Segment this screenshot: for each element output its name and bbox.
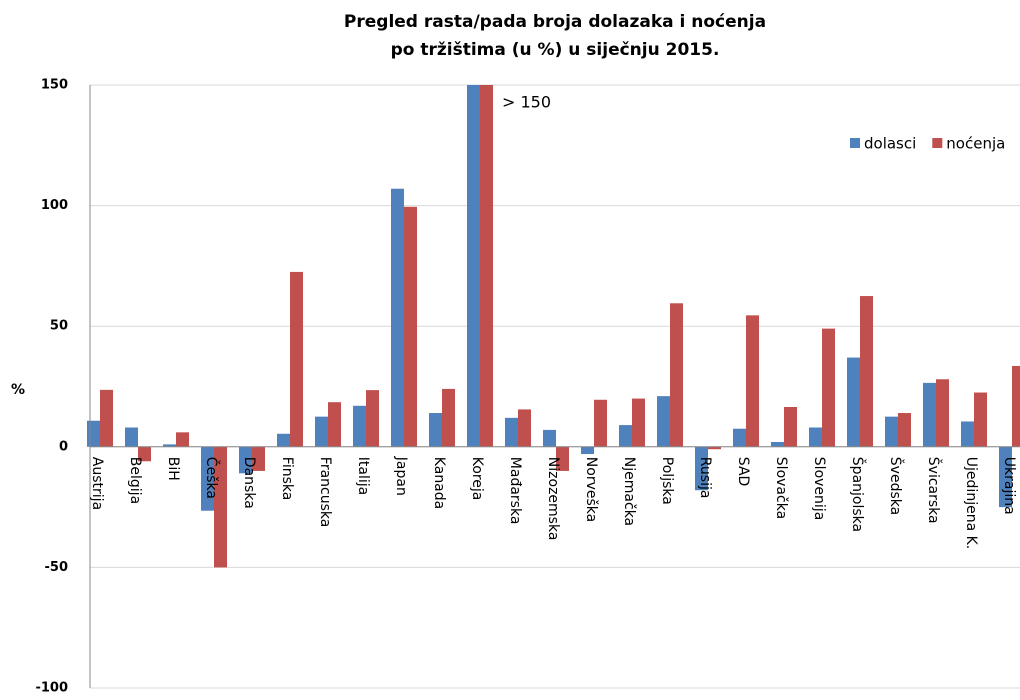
bar bbox=[505, 417, 518, 447]
bar bbox=[708, 446, 721, 450]
x-tick-label: Mađarska bbox=[507, 457, 523, 525]
x-tick-label: Slovenija bbox=[811, 457, 827, 520]
chart-title: po tržištima (u %) u siječnju 2015. bbox=[391, 40, 720, 60]
bar bbox=[391, 188, 404, 447]
bar bbox=[581, 446, 594, 455]
bar bbox=[467, 85, 480, 447]
bar bbox=[277, 433, 290, 447]
x-tick-label: Koreja bbox=[469, 457, 485, 501]
bar bbox=[822, 328, 835, 447]
bar bbox=[366, 390, 379, 447]
labels: 150 100 50 0 -50 -100 Austrija Belgija BiH Češka D… bbox=[35, 78, 1020, 696]
bar bbox=[201, 446, 214, 511]
x-tick-label: Slovačka bbox=[773, 457, 789, 519]
x-tick-label: Njemačka bbox=[621, 457, 637, 526]
bar bbox=[898, 413, 911, 447]
bar bbox=[480, 85, 493, 447]
bar bbox=[328, 402, 341, 447]
bar bbox=[556, 446, 569, 471]
y-tick-label: 100 bbox=[41, 198, 68, 213]
x-tick-label: Poljska bbox=[659, 457, 675, 505]
x-tick-label: Austrija bbox=[89, 457, 105, 510]
bar bbox=[214, 446, 227, 568]
x-tick-label: Belgija bbox=[127, 457, 143, 504]
y-tick-label: -50 bbox=[45, 560, 69, 575]
annotation: > 150 bbox=[502, 93, 551, 112]
bar bbox=[87, 420, 100, 447]
bar bbox=[974, 392, 987, 447]
legend-label: dolasci bbox=[864, 135, 916, 153]
x-tick-label: Švedska bbox=[887, 457, 905, 515]
chart-title: Pregled rasta/pada broja dolazaka i noće… bbox=[344, 12, 766, 32]
x-tick-label: Švicarska bbox=[925, 457, 943, 524]
bar bbox=[138, 446, 151, 462]
bar bbox=[594, 399, 607, 447]
bar bbox=[936, 379, 949, 447]
x-tick-label: Češka bbox=[203, 457, 221, 499]
bar bbox=[619, 425, 632, 447]
bars bbox=[87, 85, 1020, 568]
x-tick-label: Francuska bbox=[317, 457, 333, 528]
bar bbox=[733, 428, 746, 447]
x-tick-label: Danska bbox=[241, 457, 257, 509]
grid bbox=[90, 84, 1020, 689]
bar bbox=[239, 446, 252, 474]
bar bbox=[784, 407, 797, 447]
x-tick-label: Japan bbox=[393, 456, 409, 496]
bar bbox=[442, 388, 455, 447]
legend-swatch bbox=[850, 138, 860, 148]
y-axis-label: % bbox=[11, 382, 25, 398]
bar bbox=[125, 427, 138, 447]
bar bbox=[543, 429, 556, 447]
y-tick-label: 150 bbox=[41, 78, 68, 93]
x-tick-label: Finska bbox=[279, 457, 295, 501]
x-tick-label: Španjolska bbox=[849, 457, 867, 532]
bar bbox=[353, 405, 366, 447]
bar bbox=[315, 416, 328, 447]
bar bbox=[1012, 365, 1020, 447]
bar bbox=[961, 421, 974, 447]
y-tick-label: 50 bbox=[50, 319, 68, 334]
bar bbox=[100, 389, 113, 447]
bar bbox=[771, 441, 784, 447]
bar bbox=[632, 398, 645, 447]
bar bbox=[999, 446, 1012, 508]
bar bbox=[252, 446, 265, 471]
bar bbox=[923, 382, 936, 447]
bar bbox=[429, 413, 442, 447]
legend-label: noćenja bbox=[946, 135, 1005, 153]
bar bbox=[657, 396, 670, 447]
bar bbox=[860, 296, 873, 447]
x-tick-label: Ujedinjena K. bbox=[963, 457, 979, 549]
bar bbox=[695, 446, 708, 491]
x-tick-label: Italija bbox=[355, 457, 371, 495]
x-tick-label: SAD bbox=[735, 457, 751, 487]
x-tick-label: Ukrajina bbox=[1001, 457, 1017, 515]
x-tick-label: BiH bbox=[165, 457, 181, 481]
bar bbox=[404, 206, 417, 447]
bar bbox=[290, 271, 303, 447]
bar bbox=[847, 357, 860, 447]
y-tick-label: 0 bbox=[59, 439, 68, 454]
legend-swatch bbox=[932, 138, 943, 148]
bar bbox=[163, 444, 176, 447]
x-tick-label: Nizozemska bbox=[545, 457, 561, 541]
bar bbox=[885, 416, 898, 447]
bar bbox=[518, 409, 531, 447]
y-tick-label: -100 bbox=[35, 681, 68, 696]
bar bbox=[670, 303, 683, 447]
bar bbox=[746, 315, 759, 447]
x-tick-label: Kanada bbox=[431, 457, 447, 509]
bar bbox=[809, 427, 822, 447]
x-tick-label: Rusija bbox=[697, 457, 713, 499]
bar bbox=[176, 432, 189, 447]
x-tick-label: Norveška bbox=[583, 457, 599, 522]
